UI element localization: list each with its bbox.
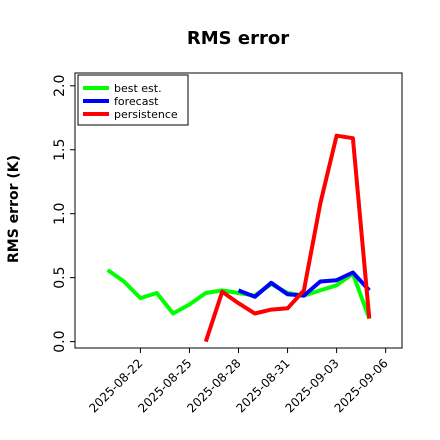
y-tick-label: 2.0 bbox=[52, 75, 68, 97]
y-axis-label: RMS error (K) bbox=[6, 155, 22, 263]
series-line-persistence bbox=[203, 133, 372, 343]
legend-label: best est. bbox=[114, 82, 162, 95]
x-axis-ticks: 2025-08-222025-08-252025-08-282025-08-31… bbox=[86, 348, 391, 415]
y-tick-label: 0.5 bbox=[52, 267, 68, 289]
legend-label: persistence bbox=[114, 108, 178, 121]
chart-title: RMS error bbox=[187, 28, 289, 49]
y-tick-label: 0.0 bbox=[52, 330, 68, 352]
y-axis-ticks: 0.0 0.5 1.0 1.5 2.0 bbox=[52, 75, 75, 353]
legend-label: forecast bbox=[114, 95, 159, 108]
y-tick-label: 1.5 bbox=[52, 139, 68, 161]
series-line-best-est bbox=[106, 268, 372, 320]
data-series bbox=[106, 133, 372, 343]
series-line-forecast bbox=[237, 270, 371, 299]
y-tick-label: 1.0 bbox=[52, 203, 68, 225]
